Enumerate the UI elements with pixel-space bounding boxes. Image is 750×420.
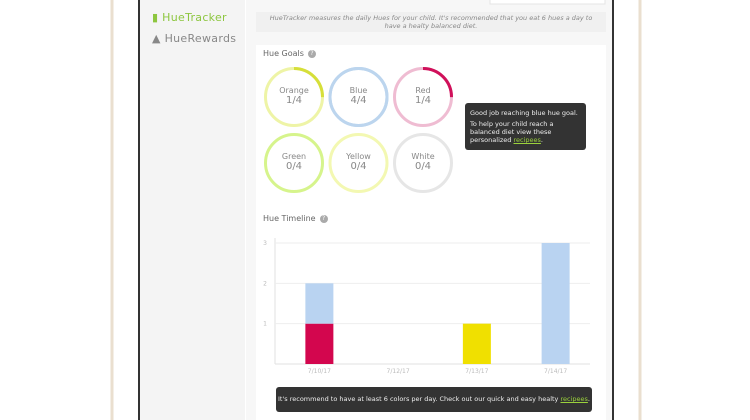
top-box [489,0,606,5]
chart-title: Hue Timeline [263,214,316,223]
goal-ring [328,133,389,193]
goal-arc [328,67,389,127]
bar [462,323,491,364]
goal-label: Red [415,86,431,95]
goal-progress: 0/4 [285,161,303,172]
y-tick-label: 3 [263,240,267,247]
goal-progress: 1/4 [285,95,303,106]
toast-text: It's recommend to have at least 6 colors… [278,395,559,403]
goals-header: Hue Goals? [263,49,316,58]
goal-progress: 0/4 [350,161,367,172]
bar [305,283,334,324]
goal-ring [264,133,324,193]
goal-progress: 4/4 [350,95,367,106]
bar [305,323,334,364]
sidebar-bg [140,0,245,420]
goal[interactable]: Orange 1/4 [265,86,323,106]
tooltip: Good job reaching blue hue goal. To help… [465,103,586,150]
goal-label: Green [281,152,307,161]
chart: 1 2 3 7/10/17 7/12/17 7/13/17 7/14/17 [263,238,590,375]
goal-arc [393,67,453,127]
help-icon[interactable]: ? [307,50,316,58]
goals-title: Hue Goals [263,49,304,58]
nav-huetracker[interactable]: ▮ HueTracker [152,11,227,24]
toast: It's recommend to have at least 6 colors… [276,387,592,412]
x-tick-label: 7/10/17 [308,368,331,375]
goal[interactable]: Blue 4/4 [330,86,388,106]
info-bar: HueTracker measures the daily Hues for y… [256,12,606,32]
toast-end: . [587,395,590,403]
tooltip-text: To help your child reach a balanced diet… [470,120,554,144]
goal-progress: 1/4 [414,95,432,106]
goal[interactable]: Green 0/4 [265,152,323,172]
x-tick-label: 7/12/17 [387,368,410,375]
goal-ring [393,133,453,193]
goal-label: Blue [349,86,368,95]
bar [541,243,570,364]
tooltip-end: . [540,136,543,144]
goal-label: Orange [279,86,309,95]
goal[interactable]: Yellow 0/4 [330,152,388,172]
y-tick-label: 2 [263,280,267,287]
goal-label: White [411,152,435,161]
y-tick-label: 1 [263,321,267,328]
help-icon[interactable]: ? [319,215,328,223]
tooltip-heading: Good job reaching blue hue goal. [470,109,578,117]
rings [264,67,453,193]
goal[interactable]: Red 1/4 [394,86,452,106]
toast-link[interactable]: recipees [560,395,588,403]
goal-progress: 0/4 [414,161,432,172]
goal[interactable]: White 0/4 [394,152,452,172]
goal-arc [264,67,324,127]
tablet-frame [110,0,642,420]
info-text: HueTracker measures the daily Hues for y… [269,14,593,30]
x-tick-label: 7/14/17 [544,368,567,375]
tooltip-link[interactable]: recipees [513,136,541,144]
nav-label[interactable]: HueTracker [162,11,227,24]
nav-huerewards[interactable]: ▲ HueRewards [152,32,237,45]
nav-label[interactable]: HueRewards [164,32,237,45]
timeline-header: Hue Timeline? [263,214,328,223]
goal-label: Yellow [346,152,371,161]
x-tick-label: 7/13/17 [465,368,488,375]
